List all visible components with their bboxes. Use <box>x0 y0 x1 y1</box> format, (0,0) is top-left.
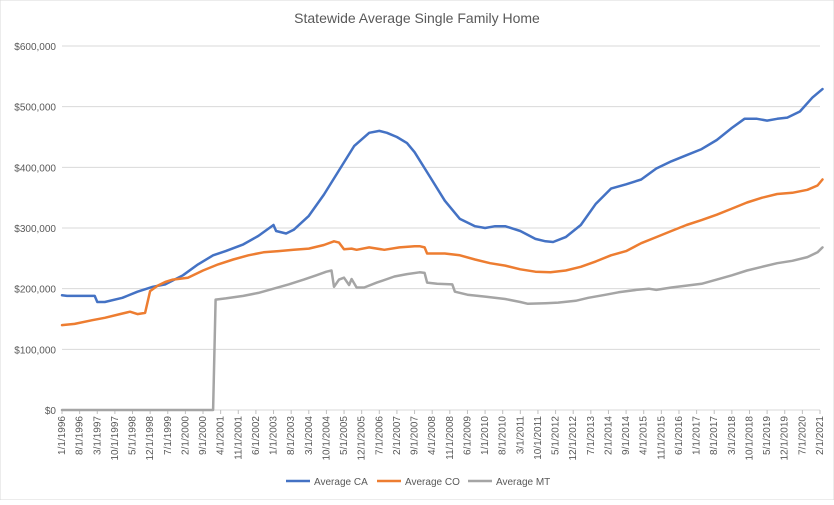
y-tick-label: $0 <box>45 406 57 417</box>
x-tick-label: 10/1/2018 <box>744 416 755 461</box>
x-tick-label: 10/1/2004 <box>321 416 332 461</box>
gridlines <box>61 45 821 414</box>
x-tick-label: 9/1/2014 <box>621 416 632 455</box>
legend-label: Average CO <box>405 477 460 488</box>
y-tick-label: $600,000 <box>14 42 56 53</box>
y-tick-label: $200,000 <box>14 285 56 296</box>
x-tick-label: 11/1/2001 <box>233 416 244 460</box>
x-tick-label: 7/1/2020 <box>797 416 808 455</box>
x-tick-label: 4/1/2015 <box>639 416 650 455</box>
x-tick-label: 3/1/2018 <box>727 416 738 455</box>
y-tick-label: $500,000 <box>14 103 56 114</box>
x-tick-label: 8/1/2017 <box>709 416 720 455</box>
x-tick-label: 8/1/2003 <box>286 416 297 455</box>
series-line-average-co <box>60 178 824 327</box>
x-tick-label: 6/1/2009 <box>462 416 473 455</box>
x-tick-label: 7/1/1999 <box>163 416 174 455</box>
x-tick-label: 5/1/1998 <box>128 416 139 455</box>
legend-label: Average CA <box>314 477 368 488</box>
x-tick-label: 9/1/2000 <box>198 416 209 455</box>
x-tick-label: 5/1/2019 <box>762 416 773 455</box>
x-tick-label: 5/1/2005 <box>339 416 350 455</box>
x-tick-label: 7/1/2013 <box>586 416 597 455</box>
x-tick-label: 12/1/2005 <box>357 416 368 461</box>
x-axis-tick-labels: 1/1/1996 8/1/1996 3/1/1997 10/1/1997 5/1/199… <box>57 416 826 461</box>
x-tick-label: 7/1/2006 <box>374 416 385 455</box>
x-tick-label: 12/1/1998 <box>145 416 156 461</box>
series-line-average-ca <box>60 87 824 304</box>
x-tick-label: 11/1/2015 <box>656 416 667 460</box>
x-tick-label: 1/1/2010 <box>480 416 491 455</box>
chart-title: Statewide Average Single Family Home <box>294 10 540 26</box>
x-tick-label: 12/1/2012 <box>568 416 579 461</box>
y-axis-tick-labels: $0 $100,000 $200,000 $300,000 $400,000 $500,0… <box>14 42 56 417</box>
y-tick-label: $300,000 <box>14 224 56 235</box>
x-tick-label: 4/1/2001 <box>216 416 227 455</box>
x-tick-label: 1/1/1996 <box>57 416 68 455</box>
y-tick-label: $400,000 <box>14 163 56 174</box>
x-tick-label: 2/1/2007 <box>392 416 403 455</box>
x-tick-label: 5/1/2012 <box>551 416 562 455</box>
x-tick-label: 12/1/2019 <box>780 416 791 461</box>
x-tick-label: 1/1/2003 <box>269 416 280 455</box>
x-tick-label: 10/1/1997 <box>110 416 121 461</box>
x-tick-label: 6/1/2016 <box>674 416 685 455</box>
x-tick-label: 4/1/2008 <box>427 416 438 455</box>
y-tick-label: $100,000 <box>14 345 56 356</box>
x-tick-label: 11/1/2008 <box>445 416 456 460</box>
x-tick-label: 3/1/2004 <box>304 416 315 455</box>
x-tick-label: 8/1/2010 <box>498 416 509 455</box>
x-tick-label: 3/1/2011 <box>515 416 526 455</box>
x-tick-label: 2/1/2000 <box>180 416 191 455</box>
x-tick-label: 10/1/2011 <box>533 416 544 460</box>
x-tick-label: 2/1/2014 <box>603 416 614 455</box>
legend: Average CA Average CO Average MT <box>286 477 550 488</box>
x-tick-label: 1/1/2017 <box>692 416 703 455</box>
series-lines <box>60 87 824 412</box>
series-line-average-mt <box>60 246 824 412</box>
x-tick-label: 6/1/2002 <box>251 416 262 455</box>
x-tick-label: 2/1/2021 <box>815 416 826 455</box>
x-tick-label: 8/1/1996 <box>75 416 86 455</box>
legend-label: Average MT <box>496 477 550 488</box>
x-tick-label: 3/1/1997 <box>92 416 103 455</box>
x-tick-label: 9/1/2007 <box>410 416 421 455</box>
